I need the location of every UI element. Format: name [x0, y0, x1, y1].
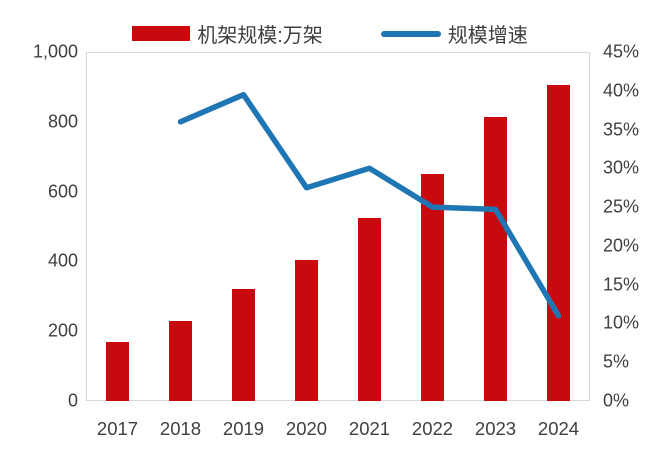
bar-series-swatch-icon	[132, 26, 191, 41]
legend-item-growth-rate: 规模增速	[380, 19, 528, 48]
x-axis-label-2024: 2024	[537, 418, 580, 439]
legend-label-growth-rate: 规模增速	[447, 25, 528, 47]
right-axis-tick-label: 35%	[603, 119, 640, 140]
plot-area	[86, 52, 590, 401]
left-axis-tick-label: 600	[47, 181, 78, 202]
left-axis-tick-label: 800	[47, 111, 78, 132]
right-axis-tick-label: 5%	[603, 351, 630, 372]
right-axis-tick-label: 15%	[603, 274, 640, 295]
right-axis-tick-label: 45%	[603, 41, 640, 62]
x-axis-label-2018: 2018	[159, 418, 202, 439]
growth-line-svg	[177, 91, 562, 319]
x-axis-label-2021: 2021	[348, 418, 391, 439]
bar-2017	[106, 341, 129, 401]
x-axis-label-2017: 2017	[96, 418, 139, 439]
left-axis: 1,000 800 600 400 200 0	[0, 42, 78, 411]
right-axis: 45% 40% 35% 30% 25% 20% 15% 10% 5% 0%	[603, 42, 660, 411]
right-axis-tick-label: 10%	[603, 312, 640, 333]
right-axis-tick-label: 20%	[603, 235, 640, 256]
right-axis-tick-label: 30%	[603, 157, 640, 178]
left-axis-tick-label: 200	[47, 320, 78, 341]
left-axis-tick-label: 400	[47, 250, 78, 271]
x-axis: 2017 2018 2019 2020 2021 2022 2023 2024	[86, 418, 590, 444]
x-axis-label-2022: 2022	[411, 418, 454, 439]
growth-rate-line	[177, 91, 562, 319]
x-axis-label-2020: 2020	[285, 418, 328, 439]
legend-item-rack-scale: 机架规模:万架	[132, 19, 323, 48]
right-axis-tick-label: 0%	[603, 390, 630, 411]
bar-2023	[484, 116, 507, 401]
legend-label-rack-scale: 机架规模:万架	[197, 25, 323, 47]
right-axis-tick-label: 40%	[603, 80, 640, 101]
bars-layer	[86, 52, 590, 401]
line-layer	[86, 52, 590, 401]
right-axis-tick-label: 25%	[603, 196, 640, 217]
left-axis-tick-label: 1,000	[32, 41, 78, 62]
x-axis-label-2019: 2019	[222, 418, 265, 439]
x-axis-label-2023: 2023	[474, 418, 517, 439]
bar-2021	[358, 217, 381, 401]
bar-2018	[169, 320, 192, 401]
bar-2024	[547, 85, 570, 401]
line-series-swatch-icon	[380, 30, 441, 37]
bar-2019	[232, 289, 255, 401]
bar-2022	[421, 174, 444, 401]
bar-2020	[295, 259, 318, 401]
legend: 机架规模:万架 规模增速	[0, 19, 660, 48]
left-axis-tick-label: 0	[67, 390, 78, 411]
